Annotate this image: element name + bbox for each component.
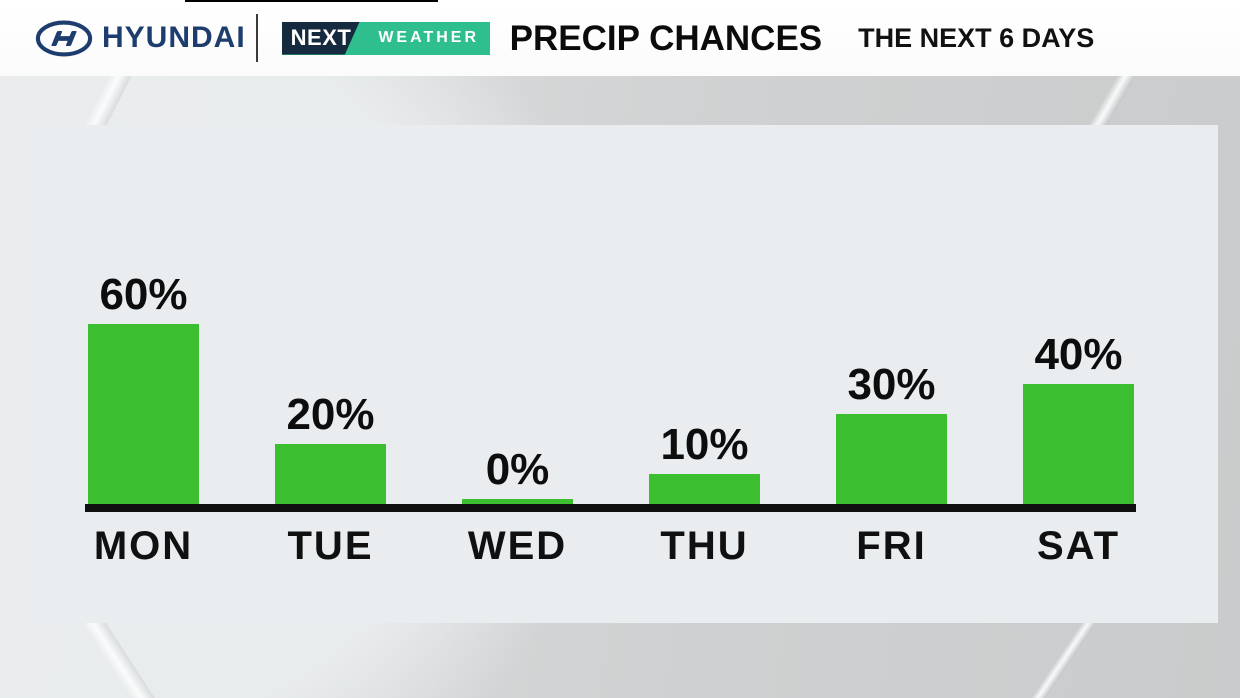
badge-weather-label: WEATHER xyxy=(378,29,480,46)
hyundai-oval-h-icon xyxy=(35,20,93,56)
bar-column-thu: 10% xyxy=(649,423,760,504)
badge-next-label: NEXT xyxy=(290,25,352,50)
bar-column-fri: 30% xyxy=(836,363,947,504)
next-weather-badge: NEXT WEATHER xyxy=(281,21,490,55)
bar-wed xyxy=(462,499,573,504)
day-label-sat: SAT xyxy=(1036,524,1121,568)
background-arc-bottom-right xyxy=(1026,614,1098,698)
value-label-sat: 40% xyxy=(1034,330,1123,379)
bar-column-mon: 60% xyxy=(88,273,199,504)
page-title: PRECIP CHANCES xyxy=(509,18,823,58)
page-subtitle: THE NEXT 6 DAYS xyxy=(858,22,1095,53)
bar-fri xyxy=(836,414,947,504)
value-label-thu: 10% xyxy=(660,420,749,469)
value-label-mon: 60% xyxy=(99,270,188,319)
value-label-fri: 30% xyxy=(847,360,936,409)
badge-navy-panel xyxy=(281,21,360,55)
bar-column-tue: 20% xyxy=(275,393,386,504)
header-divider xyxy=(255,14,258,62)
bar-column-sat: 40% xyxy=(1023,333,1134,504)
bar-thu xyxy=(649,474,760,504)
day-labels-row: MON TUE WED THU FRI SAT xyxy=(88,526,1134,566)
value-label-wed: 0% xyxy=(485,445,550,494)
value-label-tue: 20% xyxy=(286,390,375,439)
bar-column-wed: 0% xyxy=(462,448,573,504)
day-label-fri: FRI xyxy=(856,524,927,568)
day-label-mon: MON xyxy=(93,524,194,568)
day-label-wed: WED xyxy=(467,524,568,568)
day-label-thu: THU xyxy=(660,524,749,568)
day-label-tue: TUE xyxy=(287,524,374,568)
header-bar: HYUNDAI NEXT WEATHER PRECIP CHANCES THE … xyxy=(0,0,1240,76)
bar-tue xyxy=(275,444,386,504)
hyundai-logo: HYUNDAI xyxy=(35,20,246,57)
bar-mon xyxy=(88,324,199,504)
bars-row: 60% 20% 0% 10% 30% 40% xyxy=(88,125,1134,504)
hyundai-wordmark: HYUNDAI xyxy=(102,21,246,54)
axis-baseline xyxy=(85,504,1136,512)
bar-sat xyxy=(1023,384,1134,504)
chart-panel: 60% 20% 0% 10% 30% 40% xyxy=(21,125,1218,623)
top-accent-line xyxy=(185,0,438,2)
